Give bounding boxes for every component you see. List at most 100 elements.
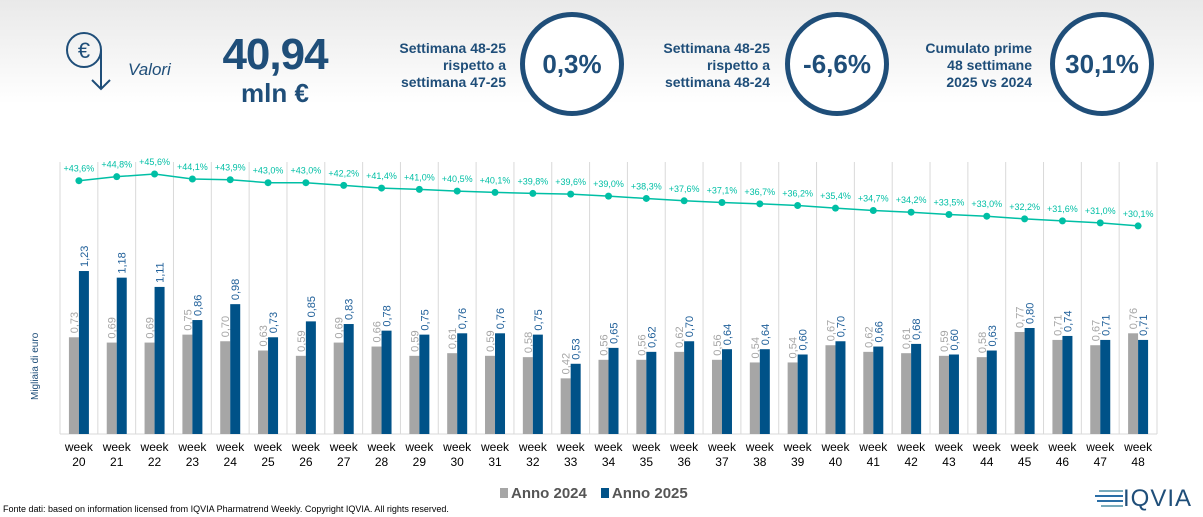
x-tick-label: 29 — [413, 455, 427, 469]
x-tick-label: week — [480, 440, 510, 454]
x-tick-label: 34 — [602, 455, 616, 469]
data-label: 0,59 — [939, 330, 951, 351]
kpi-label-line: Settimana 48-25 — [399, 40, 506, 56]
x-tick-label: week — [102, 440, 132, 454]
data-label: 0,53 — [571, 338, 583, 359]
bar-2025 — [1100, 339, 1111, 434]
x-tick-label: 26 — [299, 455, 313, 469]
growth-label: +38,3% — [631, 181, 662, 191]
growth-label: +37,1% — [707, 185, 738, 195]
kpi-label-line: rispetto a — [442, 57, 506, 73]
growth-label: +30,1% — [1123, 209, 1154, 219]
growth-label: +43,9% — [215, 163, 246, 173]
x-tick-label: week — [631, 440, 661, 454]
x-tick-label: 44 — [980, 455, 994, 469]
growth-label: +43,0% — [253, 166, 284, 176]
data-label: 0,73 — [268, 312, 280, 333]
growth-label: +42,2% — [328, 168, 359, 178]
data-label: 0,73 — [69, 312, 81, 333]
bar-2024 — [901, 353, 912, 434]
growth-label: +45,6% — [139, 157, 170, 167]
bar-2025 — [532, 334, 543, 434]
data-label: 0,60 — [798, 329, 810, 350]
data-label: 0,42 — [561, 353, 573, 374]
growth-label: +34,7% — [858, 194, 889, 204]
growth-point — [226, 176, 234, 184]
growth-label: +33,5% — [934, 198, 965, 208]
x-tick-label: 28 — [375, 455, 389, 469]
legend-label: Anno 2024 — [511, 485, 587, 502]
data-label: 0,62 — [674, 326, 686, 347]
x-tick-label: week — [669, 440, 699, 454]
growth-point — [605, 192, 612, 200]
growth-label: +36,2% — [782, 188, 813, 198]
growth-label: +34,2% — [896, 195, 927, 205]
x-tick-label: 39 — [791, 455, 805, 469]
bar-2025 — [1062, 335, 1073, 434]
x-tick-label: week — [215, 440, 245, 454]
legend-swatch — [600, 488, 609, 498]
growth-point — [302, 179, 310, 187]
data-label: 0,61 — [447, 328, 459, 349]
bar-2024 — [1052, 339, 1063, 434]
bar-2024 — [485, 355, 496, 434]
growth-point — [340, 181, 348, 189]
data-label: 0,76 — [457, 308, 469, 329]
bar-2025 — [192, 320, 203, 434]
x-tick-label: 36 — [677, 455, 691, 469]
data-label: 0,98 — [230, 279, 242, 300]
x-tick-label: 42 — [904, 455, 918, 469]
bar-2024 — [976, 357, 987, 434]
bar-2024 — [674, 351, 685, 434]
data-label: 0,70 — [220, 316, 232, 337]
growth-point — [453, 187, 461, 195]
x-tick-label: week — [253, 440, 283, 454]
growth-point — [642, 194, 650, 202]
kpi-label-2: Settimana 48-25 rispetto a settimana 48-… — [620, 40, 770, 91]
data-label: 0,75 — [182, 309, 194, 330]
bar-2024 — [182, 334, 193, 434]
data-label: 0,71 — [1100, 315, 1112, 336]
growth-point — [264, 179, 272, 187]
bar-2025 — [381, 330, 392, 434]
bar-2024 — [938, 355, 949, 434]
bar-2024 — [144, 342, 155, 434]
x-tick-label: 40 — [829, 455, 843, 469]
bar-2025 — [230, 304, 241, 434]
bar-2024 — [560, 378, 571, 434]
x-tick-label: 20 — [72, 455, 86, 469]
bar-2025 — [116, 277, 127, 434]
x-tick-label: week — [1085, 440, 1115, 454]
data-label: 0,85 — [306, 296, 318, 317]
data-label: 0,66 — [873, 321, 885, 342]
bar-2025 — [911, 343, 922, 434]
growth-point — [491, 188, 499, 196]
data-label: 0,56 — [636, 334, 648, 355]
growth-point — [907, 208, 915, 216]
kpi-label-line: 2025 vs 2024 — [946, 74, 1032, 90]
data-label: 0,86 — [192, 295, 204, 316]
growth-point — [378, 184, 386, 192]
x-tick-label: week — [896, 440, 926, 454]
bar-2025 — [684, 341, 695, 434]
bar-2025 — [646, 351, 657, 434]
x-tick-label: 48 — [1131, 455, 1145, 469]
bar-2024 — [295, 355, 306, 434]
data-label: 0,65 — [609, 322, 621, 343]
growth-label: +43,6% — [64, 164, 95, 174]
growth-label: +39,0% — [593, 179, 624, 189]
data-label: 0,58 — [977, 332, 989, 353]
bar-2024 — [447, 353, 458, 434]
data-label: 0,56 — [712, 334, 724, 355]
data-label: 0,67 — [1090, 320, 1102, 341]
x-tick-label: week — [858, 440, 888, 454]
x-tick-label: 30 — [451, 455, 465, 469]
bar-2025 — [495, 333, 506, 434]
iqvia-logo: IQVIA — [1095, 485, 1192, 513]
data-label: 0,67 — [825, 320, 837, 341]
growth-point — [756, 200, 764, 208]
x-tick-label: week — [329, 440, 359, 454]
bar-2025 — [873, 346, 884, 434]
x-tick-label: 35 — [640, 455, 654, 469]
bar-2024 — [522, 357, 533, 434]
